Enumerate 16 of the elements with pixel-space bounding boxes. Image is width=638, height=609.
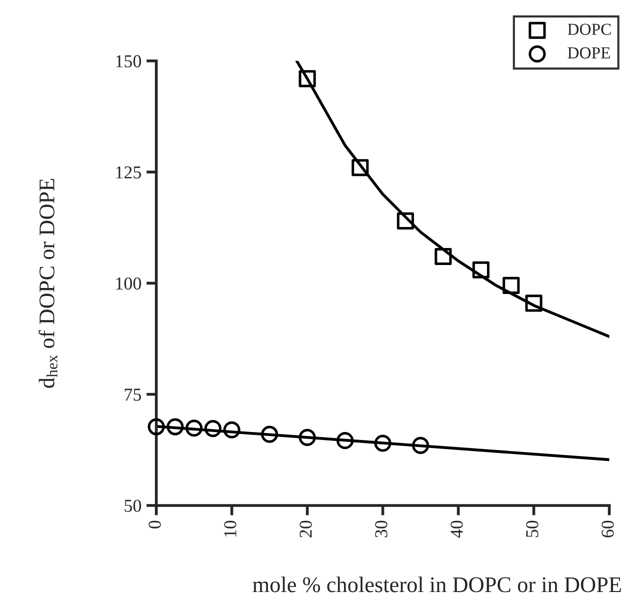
- y-axis-title: d$_{hex}$ of DOPC or DOPE: [38, 178, 58, 388]
- x-tick-label: 50: [526, 520, 538, 538]
- x-tick-label: 60: [602, 520, 614, 538]
- x-tick-label: 40: [450, 520, 463, 538]
- y-tick-label: 50: [124, 500, 142, 512]
- y-tick-label: 125: [116, 166, 142, 178]
- x-tick-label: 10: [224, 520, 236, 537]
- y-tick-label: 100: [116, 277, 142, 290]
- x-axis-title: mole % cholesterol in DOPC or in DOPE: [252, 576, 621, 592]
- legend-label: DOPE: [568, 47, 610, 58]
- y-tick-label: 75: [124, 388, 142, 401]
- legend-label: DOPC: [568, 24, 611, 35]
- y-tick-label: 150: [116, 55, 142, 68]
- x-tick-label: 0: [148, 520, 161, 528]
- x-tick-label: 20: [300, 520, 312, 538]
- x-tick-label: 30: [375, 520, 388, 538]
